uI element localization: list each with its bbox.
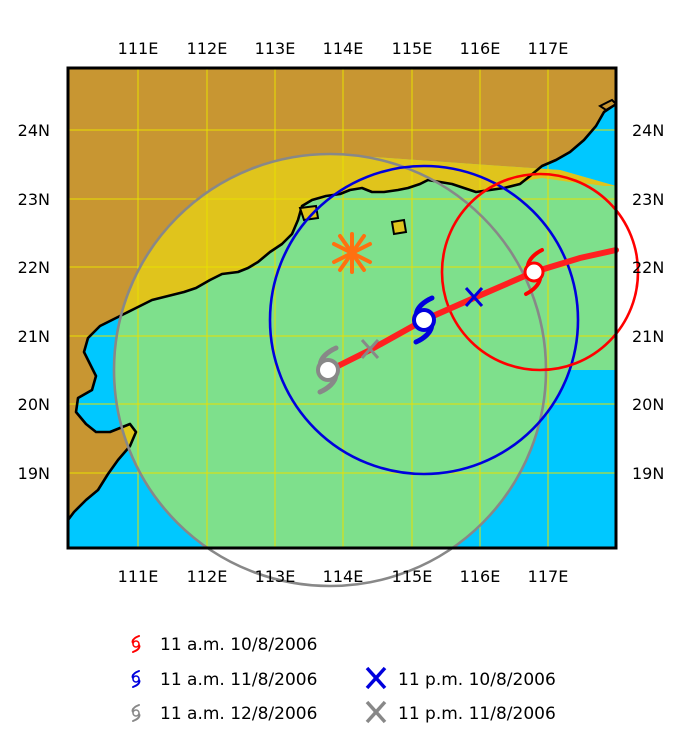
circle-red — [440, 172, 640, 372]
lon-label: 111E — [118, 567, 159, 586]
lat-label: 21N — [18, 327, 50, 346]
lat-label: 20N — [632, 395, 664, 414]
lon-label: 115E — [392, 39, 433, 58]
lat-label: 24N — [632, 121, 664, 140]
legend-item: 11 a.m. 11/8/2006 — [131, 670, 317, 690]
lat-label: 19N — [18, 464, 50, 483]
legend: 11 a.m. 10/8/2006 11 a.m. 11/8/2006 11 a… — [131, 635, 556, 724]
lat-labels-right: 24N 23N 22N 21N 20N 19N — [632, 121, 664, 483]
legend-label: 11 a.m. 11/8/2006 — [160, 670, 317, 690]
lon-labels-top: 111E 112E 113E 114E 115E 116E 117E — [118, 39, 569, 58]
typhoon-icon — [131, 670, 141, 688]
lat-label: 23N — [632, 190, 664, 209]
typhoon-icon-red — [523, 248, 545, 296]
map-frame — [66, 66, 618, 550]
grid-lines — [68, 68, 616, 548]
legend-label: 11 p.m. 10/8/2006 — [398, 670, 556, 690]
lon-label: 114E — [323, 567, 364, 586]
lat-label: 19N — [632, 464, 664, 483]
lat-label: 23N — [18, 190, 50, 209]
lon-label: 113E — [255, 567, 296, 586]
lon-label: 117E — [528, 567, 569, 586]
lat-label: 22N — [18, 258, 50, 277]
lon-label: 111E — [118, 39, 159, 58]
legend-label: 11 a.m. 10/8/2006 — [160, 635, 317, 655]
legend-item: 11 p.m. 10/8/2006 — [365, 666, 556, 690]
lon-labels-bottom: 111E 112E 113E 114E 115E 116E 117E — [118, 567, 569, 586]
island-outline — [390, 218, 408, 236]
probability-circles — [112, 152, 640, 588]
typhoon-icon — [131, 635, 141, 653]
orange-star-marker — [332, 232, 372, 274]
lon-label: 112E — [187, 567, 228, 586]
x-mark — [365, 700, 387, 724]
lon-label: 116E — [460, 39, 501, 58]
lon-label: 115E — [392, 567, 433, 586]
lat-label: 22N — [632, 258, 664, 277]
typhoon-icon-blue — [412, 295, 436, 345]
typhoon-icon — [131, 704, 141, 722]
lon-label: 113E — [255, 39, 296, 58]
lat-labels-left: 24N 23N 22N 21N 20N 19N — [18, 121, 50, 483]
island-outline — [598, 98, 616, 112]
legend-label: 11 a.m. 12/8/2006 — [160, 704, 317, 724]
lat-label: 21N — [632, 327, 664, 346]
x-mark-blue — [464, 287, 484, 307]
lon-label: 117E — [528, 39, 569, 58]
legend-label: 11 p.m. 11/8/2006 — [398, 704, 556, 724]
circle-blue — [268, 164, 580, 476]
legend-item: 11 p.m. 11/8/2006 — [365, 700, 556, 724]
lon-label: 112E — [187, 39, 228, 58]
legend-item: 11 a.m. 12/8/2006 — [131, 704, 317, 724]
lat-label: 20N — [18, 395, 50, 414]
x-mark-gray — [360, 339, 380, 359]
lon-label: 116E — [460, 567, 501, 586]
legend-item: 11 a.m. 10/8/2006 — [131, 635, 317, 655]
lat-label: 24N — [18, 121, 50, 140]
lon-label: 114E — [323, 39, 364, 58]
x-mark — [365, 666, 387, 690]
typhoon-icon-gray — [316, 345, 340, 395]
island-outline — [298, 204, 320, 222]
